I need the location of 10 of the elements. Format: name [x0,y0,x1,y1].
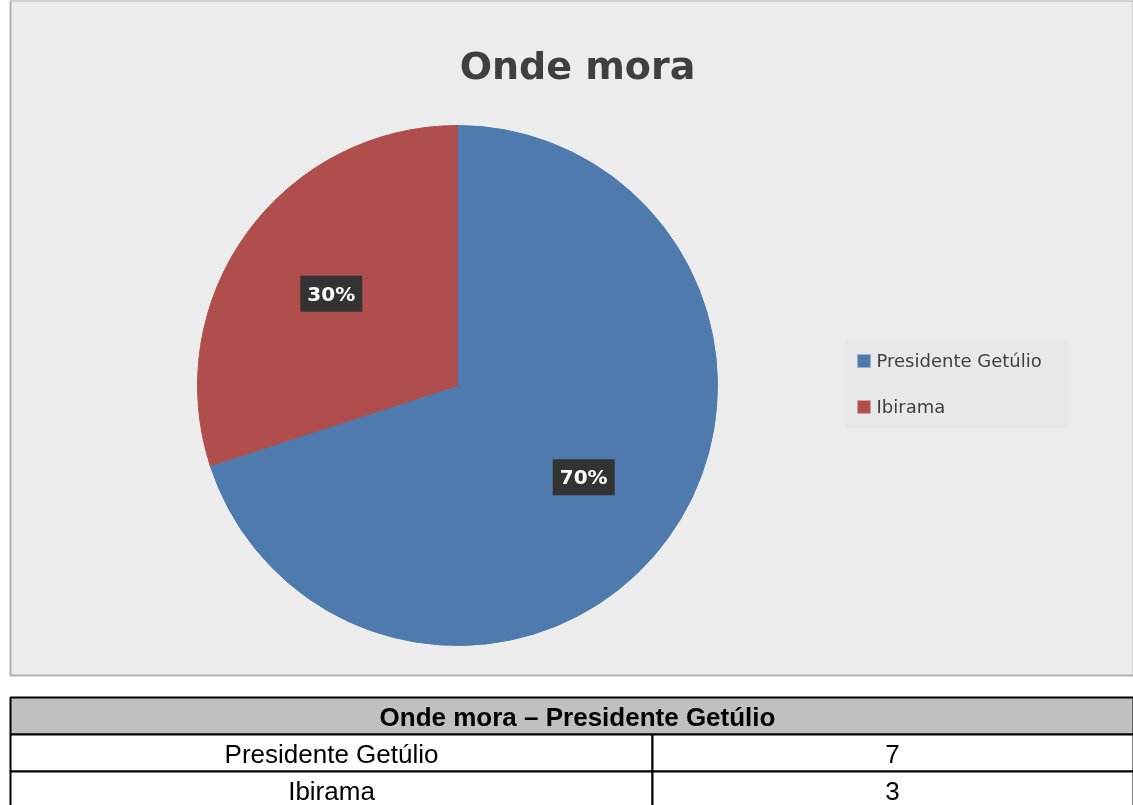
legend-label: Ibirama [876,396,946,417]
data-label: 70% [559,465,608,490]
text: Onde mora – Presidente Getúlio [379,701,776,732]
text: 3 [885,775,900,805]
legend-label: Presidente Getúlio [876,350,1042,371]
data-label: 30% [307,281,356,306]
text: 7 [885,738,900,769]
text: Presidente Getúlio [224,738,439,769]
text: Ibirama [288,775,376,805]
chart-title: Onde mora [459,43,696,88]
